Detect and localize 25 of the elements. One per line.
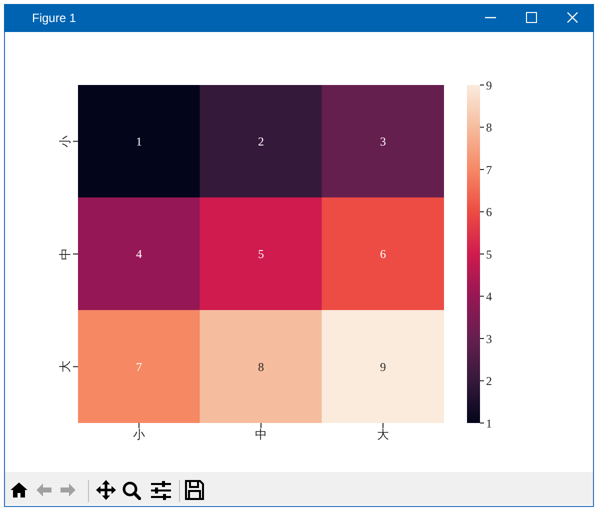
color-bar-label: 5	[486, 247, 492, 262]
caption: Figure 1	[32, 10, 76, 26]
color-bar-label: 2	[486, 374, 492, 388]
y-tick-label: 小	[58, 135, 72, 148]
data-label: 5	[258, 247, 264, 262]
color-bar-label: 4	[486, 290, 492, 304]
data-label: 8	[258, 360, 264, 374]
data-label: 2	[258, 134, 264, 149]
data-label: 1	[136, 134, 142, 149]
data-label: 6	[380, 247, 386, 262]
color-bar-label: 8	[486, 120, 492, 135]
y-tick-label: 大	[58, 360, 72, 373]
y-tick-label: 中	[58, 248, 72, 260]
color-bar-label: 3	[486, 332, 492, 346]
color-bar-label: 7	[486, 162, 492, 177]
x-tick-label: 小	[133, 428, 145, 442]
data-label: 4	[136, 247, 142, 262]
color-bar-label: 6	[486, 205, 492, 220]
color-bar-label: 1	[486, 416, 492, 430]
color-bar-label: 9	[486, 78, 492, 92]
data-label: 3	[380, 134, 386, 149]
x-tick-label: 大	[377, 428, 389, 442]
x-tick-label: 中	[255, 428, 267, 442]
data-label: 9	[380, 360, 386, 374]
data-label: 7	[136, 360, 142, 374]
